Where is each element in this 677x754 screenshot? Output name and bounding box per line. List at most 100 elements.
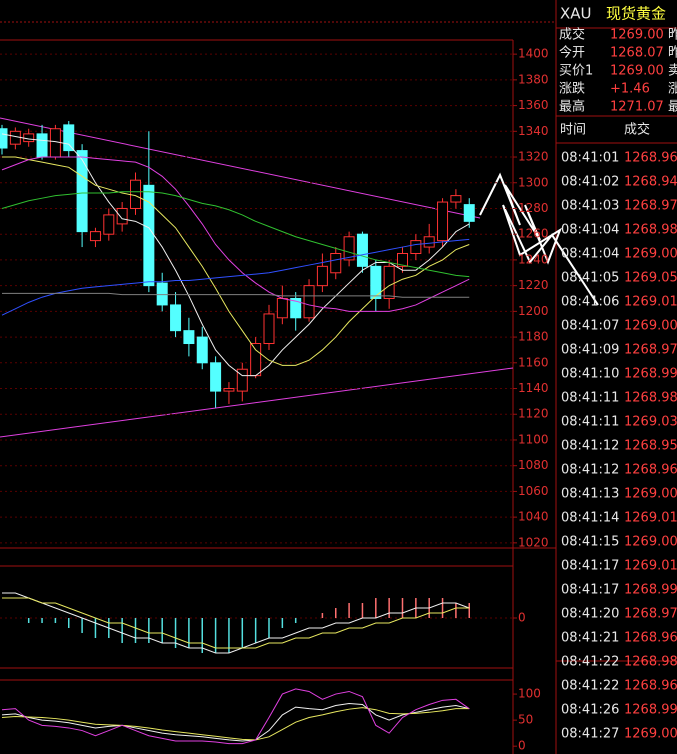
quote-value: 1269.00 [610,28,664,43]
y-tick-label: 1300 [518,175,549,189]
trade-price: 1269.05 [624,271,677,286]
y-tick-label: 1220 [518,278,549,292]
indicator-line [1,156,470,312]
trade-price: 1269.00 [624,727,677,742]
quote-label: 成交 [559,27,585,43]
quote-label: 今开 [559,45,585,61]
quote-extra: 涨 [668,82,677,97]
trade-time: 08:41:06 [561,295,619,310]
y-tick-label: 100 [518,687,541,701]
trade-time: 08:41:07 [561,319,619,334]
quote-value: +1.46 [610,82,650,97]
trade-price: 1269.00 [624,535,677,550]
trade-price: 1269.00 [624,487,677,502]
trade-time: 08:41:22 [561,655,619,670]
quote-label: 涨跌 [559,81,585,97]
y-tick-label: 1400 [518,47,549,61]
candle-body [356,233,368,267]
candle-body [236,368,248,392]
candle-body [223,388,235,392]
trade-price: 1268.95 [624,439,677,454]
candle-body [330,252,342,274]
trade-price: 1268.98 [624,655,677,670]
y-tick-label: 1340 [518,124,549,138]
indicator-line [2,156,470,366]
indicator-line [2,292,470,298]
symbol: XAU [560,5,592,23]
y-tick-label: 1020 [518,535,549,549]
y-tick-label: 0 [518,739,526,753]
trade-price: 1268.96 [624,463,677,478]
trade-price: 1268.98 [624,391,677,406]
trade-time: 08:41:10 [561,367,619,382]
trade-price: 1268.98 [624,223,677,238]
candle-body [116,207,128,225]
trade-time: 08:41:04 [561,223,619,238]
quote-extra: 昨 [668,28,677,43]
trade-price: 1269.01 [624,295,677,310]
y-tick-label: 1180 [518,330,549,344]
trade-price: 1269.01 [624,559,677,574]
indicator-line [2,592,470,654]
trade-price: 1268.97 [624,199,677,214]
quote-value: 1268.07 [610,46,664,61]
y-tick-label: 1360 [518,98,549,112]
trade-price: 1269.00 [624,247,677,262]
quote-value: 1271.07 [610,100,664,115]
trade-time: 08:41:17 [561,583,619,598]
y-tick-label: 1260 [518,227,549,241]
trade-price: 1268.99 [624,367,677,382]
candle-body [450,195,462,203]
candle-body [76,150,88,233]
trade-time: 08:41:03 [561,199,619,214]
trade-time: 08:41:26 [561,703,619,718]
candle-body [290,298,302,319]
instrument-name: 现货黄金 [606,5,666,23]
candle-body [0,128,8,149]
trade-price: 1268.96 [624,151,677,166]
y-tick-label: 1320 [518,150,549,164]
y-tick-label: 1100 [518,432,549,446]
quote-extra: 最 [668,100,677,115]
trade-price: 1269.00 [624,319,677,334]
trade-price: 1268.97 [624,343,677,358]
candle-body [130,179,141,209]
candle-body [63,124,75,152]
candle-body [437,201,449,242]
trade-time: 08:41:27 [561,727,619,742]
indicator-line [1,238,470,316]
candle-body [183,330,195,345]
y-tick-label: 1040 [518,510,549,524]
candle-body [383,265,395,300]
candle-body [370,265,382,300]
indicator-line [1,688,470,745]
trade-time: 08:41:14 [561,511,619,526]
quote-value: 1269.00 [610,64,664,79]
candle-body [276,298,288,319]
y-tick-label: 50 [518,713,533,727]
y-tick-label: 0 [518,611,526,625]
quote-panel: XAU 现货黄金 时间 成交 [560,5,666,138]
indicator-line [1,707,470,741]
trade-price: 1268.99 [624,583,677,598]
trade-time: 08:41:12 [561,439,619,454]
trade-time: 08:41:22 [561,679,619,694]
y-tick-label: 1060 [518,484,549,498]
candle-body [423,236,435,248]
trade-price: 1268.99 [624,703,677,718]
trade-price: 1268.97 [624,607,677,622]
trade-time: 08:41:05 [561,271,619,286]
quote-label: 买价1 [559,64,593,79]
candle-body [49,128,61,158]
trade-time: 08:41:11 [561,391,619,406]
y-tick-label: 1280 [518,201,549,215]
candle-body [210,362,222,392]
trade-price: 1268.96 [624,679,677,694]
quote-extra: 昨 [668,46,677,61]
candle-body [23,133,35,143]
candle-body [463,204,475,222]
trade-time: 08:41:01 [561,151,619,166]
trade-time: 08:41:20 [561,607,619,622]
